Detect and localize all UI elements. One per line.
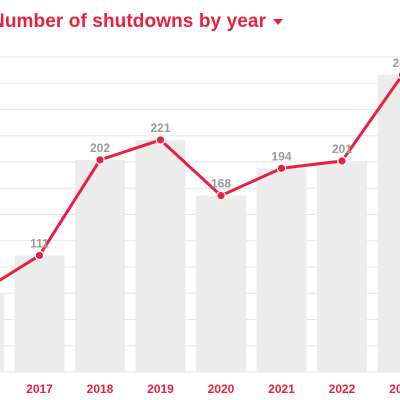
x-tick-label-2018: 2018 (87, 382, 114, 396)
chart-title-bar[interactable]: Number of shutdowns by year (0, 7, 284, 37)
data-label-2022: 201 (332, 142, 352, 156)
chart-title: Number of shutdowns by year (0, 11, 267, 32)
data-label-2018: 202 (90, 141, 110, 155)
data-label-2017: 111 (30, 236, 49, 250)
bar-2023 (377, 74, 400, 372)
data-label-2021: 194 (271, 149, 291, 163)
bar-2019 (135, 139, 186, 372)
data-point-2020 (216, 190, 226, 201)
trend-line (0, 75, 400, 282)
x-tick-label-2020: 2020 (208, 382, 235, 396)
bar-2018 (75, 159, 125, 372)
data-point-2022 (337, 156, 347, 166)
data-label-2020: 168 (211, 177, 231, 191)
data-point-2018 (95, 155, 105, 165)
data-label-2019: 221 (150, 121, 170, 135)
data-label-2023: 283 (392, 56, 400, 70)
bar-2021 (256, 168, 307, 372)
bar-2017 (14, 255, 65, 372)
caret-down-icon[interactable] (273, 19, 284, 25)
data-point-2021 (276, 163, 287, 174)
data-point-2019 (155, 135, 166, 145)
x-tick-label-2023: 2023 (389, 382, 400, 396)
bar-2022 (317, 160, 367, 372)
x-tick-label-2019: 2019 (147, 382, 174, 396)
x-tick-label-2022: 2022 (329, 382, 356, 396)
bar-2020 (196, 195, 246, 372)
x-tick-label-2017: 2017 (26, 382, 53, 396)
bar-2016 (0, 293, 4, 372)
data-point-2017 (34, 250, 45, 261)
x-tick-label-2021: 2021 (268, 382, 295, 396)
